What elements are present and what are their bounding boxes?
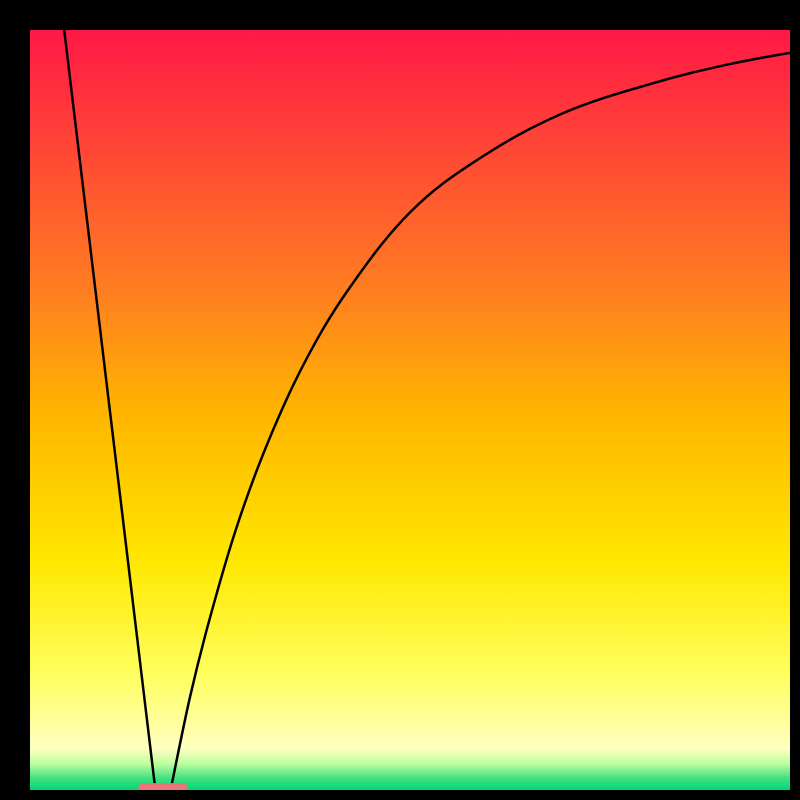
plot-background	[30, 30, 790, 790]
border-bottom	[0, 790, 800, 800]
chart-svg	[0, 0, 800, 800]
chart-container: TheBottleneck.com	[0, 0, 800, 800]
plot-group	[0, 0, 800, 800]
border-right	[790, 0, 800, 800]
border-top	[0, 0, 800, 30]
border-left	[0, 0, 30, 800]
